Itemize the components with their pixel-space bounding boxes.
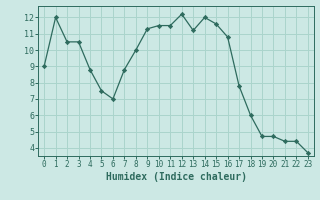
X-axis label: Humidex (Indice chaleur): Humidex (Indice chaleur) <box>106 172 246 182</box>
